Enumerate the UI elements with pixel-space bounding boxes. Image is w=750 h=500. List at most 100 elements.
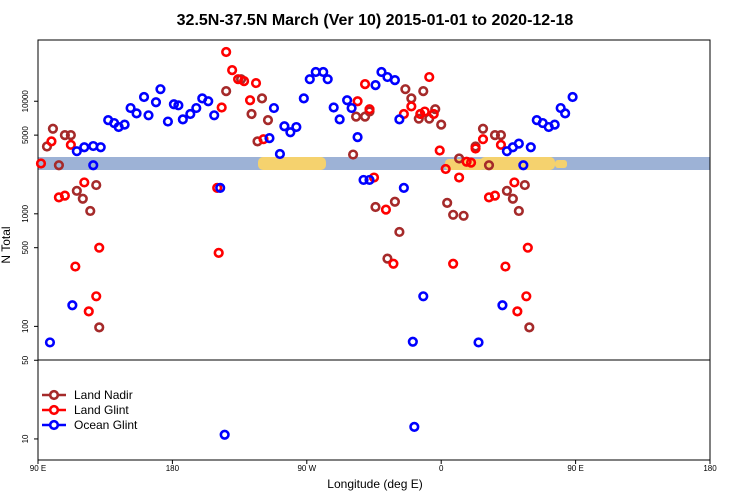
point [85,205,96,217]
point [53,160,65,171]
point [500,261,511,272]
legend-marker [48,419,60,431]
point [483,160,495,171]
series [44,66,578,440]
point [413,113,424,124]
point [71,185,82,196]
map-strip [38,157,710,170]
point [221,46,232,58]
legend-marker [48,389,60,401]
point [370,201,381,213]
y-tick-label: 10 [21,434,30,443]
point [94,322,105,333]
point [477,134,489,145]
point [88,160,99,171]
point [389,75,401,86]
point [168,99,179,110]
point [256,93,268,104]
point [318,66,329,78]
point [495,130,507,141]
point [524,322,535,333]
point [95,142,106,153]
point [274,148,286,160]
point [59,190,70,201]
point [473,337,484,348]
point [162,116,174,127]
point [79,142,90,153]
point [489,190,501,201]
point [143,110,154,121]
point [203,96,214,107]
point [406,101,417,112]
point [346,102,357,114]
point [521,291,532,302]
point [215,182,226,193]
point [454,172,465,183]
point [448,258,459,269]
point [177,114,188,125]
point [238,75,250,87]
point [448,209,459,220]
y-tick-label: 50 [21,355,30,364]
point [173,100,184,111]
point [291,121,302,133]
point [358,174,369,186]
legend-label: Land Glint [74,403,129,417]
point [389,196,401,207]
point [279,121,290,132]
point [418,86,429,97]
point [509,177,520,188]
point [131,108,142,119]
point [370,80,381,91]
point [398,182,409,193]
y-tick-label: 500 [21,240,30,254]
point [489,130,501,141]
point [522,242,533,253]
point [185,108,196,120]
point [209,110,220,121]
point [364,104,375,115]
legend-marker [48,404,60,416]
series [41,74,535,333]
point [150,97,162,108]
point [91,291,102,302]
point [407,336,418,347]
x-axis-label: Longitude (deg E) [327,477,422,491]
point [501,185,513,196]
point [525,142,536,153]
y-axis-label: N Total [0,226,13,263]
point [219,429,230,440]
point [250,77,262,89]
point [394,226,405,238]
point [268,102,280,114]
point [77,193,88,204]
x-tick-label: 180 [703,464,717,473]
point [221,86,232,97]
point [419,106,430,117]
point [70,261,81,272]
point [495,139,507,150]
x-tick-label: 90 E [567,464,583,473]
legend-label: Ocean Glint [74,418,138,432]
point [119,119,130,130]
point [44,337,56,348]
point [227,65,238,76]
point [507,193,518,204]
legend-label: Land Nadir [74,388,133,402]
point [549,119,560,130]
point [216,102,227,113]
point [304,74,315,85]
point [424,71,435,83]
point [364,174,375,186]
point [461,156,472,167]
point [442,197,453,209]
point [513,138,524,149]
point [380,204,392,215]
point [328,102,339,113]
point [94,242,105,253]
x-tick-label: 180 [166,464,180,473]
point [322,74,333,85]
point [418,291,429,302]
point [155,84,166,95]
x-tick-label: 0 [439,464,444,473]
